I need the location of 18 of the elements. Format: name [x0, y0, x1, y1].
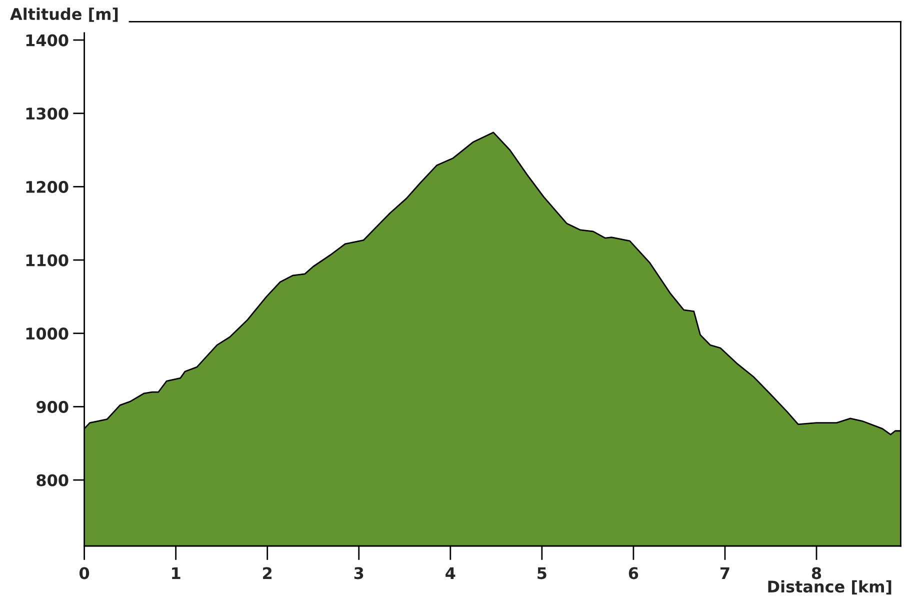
x-tick-label: 2	[263, 567, 272, 579]
x-tick-label: 8	[812, 567, 822, 580]
y-axis-title: Altitude [m]	[10, 8, 118, 22]
y-tick-label: 1300	[26, 108, 68, 120]
x-tick-label: 5	[538, 567, 546, 580]
x-tick-label: 1	[172, 567, 180, 579]
y-tick-label: 1100	[26, 254, 68, 266]
x-tick-label: 0	[80, 567, 90, 580]
x-tick-label: 3	[354, 567, 364, 580]
y-tick-label: 900	[36, 400, 68, 413]
x-tick-label: 6	[628, 567, 638, 580]
x-axis-title: Distance [km]	[768, 580, 892, 594]
y-tick-label: 1400	[26, 34, 68, 46]
x-tick-label: 4	[446, 567, 456, 579]
y-tick-label: 1000	[26, 328, 68, 340]
y-tick-label: 800	[36, 474, 68, 486]
y-tick-label: 1200	[26, 180, 68, 193]
x-tick-label: 7	[720, 567, 730, 579]
